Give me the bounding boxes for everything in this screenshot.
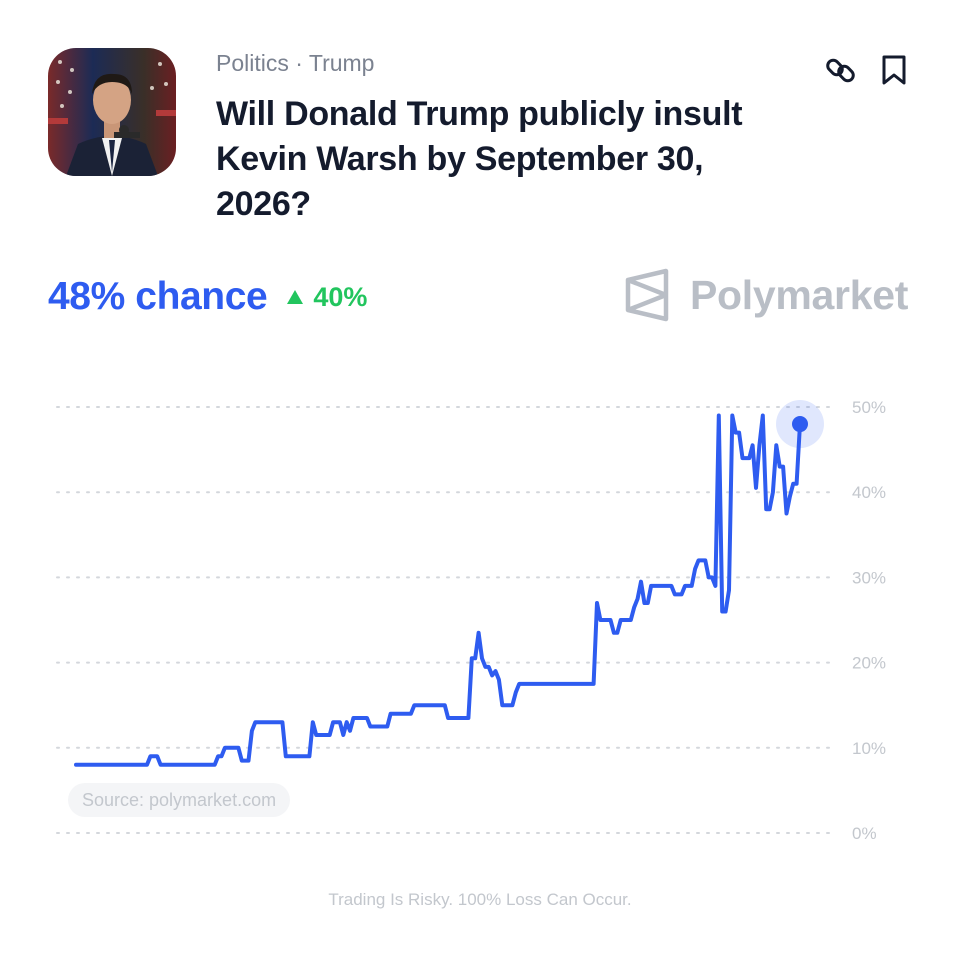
- source-label: Source: polymarket.com: [68, 783, 291, 817]
- risk-disclaimer: Trading Is Risky. 100% Loss Can Occur.: [328, 890, 632, 909]
- chance-value: 48% chance: [48, 275, 268, 318]
- brand-name: Polymarket: [690, 271, 909, 318]
- series-line: [74, 413, 802, 767]
- y-tick-label: 30%: [852, 568, 886, 587]
- change-value: 40%: [313, 281, 368, 312]
- chart-grid: [56, 406, 831, 834]
- link-icon: [826, 58, 855, 83]
- triangle-up-icon: [287, 290, 304, 304]
- copy-link-button[interactable]: [824, 52, 860, 88]
- y-tick-label: 0%: [852, 824, 877, 843]
- bookmark-button[interactable]: [876, 52, 912, 88]
- y-tick-label: 40%: [852, 483, 886, 502]
- y-tick-label: 10%: [852, 739, 886, 758]
- portrait-image: [48, 48, 176, 176]
- breadcrumb[interactable]: Politics · Trump: [216, 50, 375, 76]
- chance-summary: 48% chance 40%: [48, 272, 367, 322]
- market-avatar: [48, 48, 176, 176]
- current-point: [792, 416, 808, 433]
- y-tick-label: 50%: [852, 398, 886, 417]
- bookmark-icon: [882, 55, 906, 85]
- y-axis-ticks: 0% 10% 20% 30% 40% 50%: [852, 398, 886, 843]
- brand-logo: Polymarket: [624, 268, 908, 322]
- y-tick-label: 20%: [852, 654, 886, 673]
- price-chart[interactable]: 0% 10% 20% 30% 40% 50%: [0, 380, 960, 860]
- market-title: Will Donald Trump publicly insult Kevin …: [216, 95, 743, 223]
- polymarket-logo-icon: [625, 268, 669, 322]
- change-badge: 40%: [287, 282, 367, 313]
